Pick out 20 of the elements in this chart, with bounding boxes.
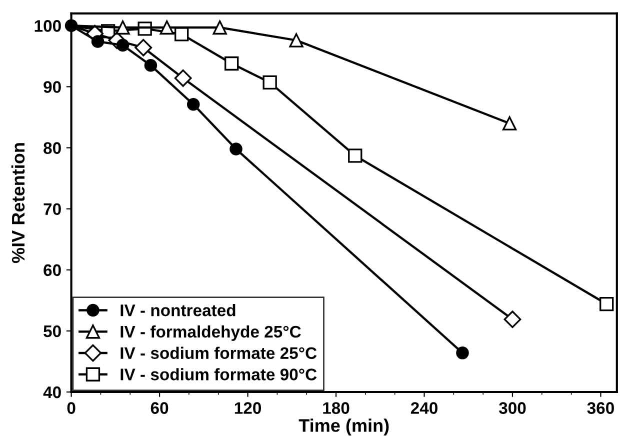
- legend-label: IV - sodium formate 90°C: [120, 368, 317, 380]
- x-tick-label: 0: [67, 402, 76, 414]
- y-tick-label: 80: [44, 142, 61, 154]
- y-tick-label: 60: [44, 264, 61, 276]
- x-tick-label: 300: [498, 402, 526, 414]
- y-tick-label: 100: [34, 20, 61, 32]
- x-tick-label: 360: [587, 402, 614, 414]
- x-tick-label: 180: [323, 402, 350, 414]
- legend-label: IV - formaldehyde 25°C: [120, 325, 301, 341]
- x-tick-label: 60: [150, 402, 168, 414]
- y-axis-title: %IV Retention: [11, 143, 25, 263]
- x-tick-label: 240: [410, 402, 438, 414]
- y-tick-label: 50: [44, 325, 61, 338]
- y-tick-label: 70: [44, 203, 61, 216]
- legend-label: IV - sodium formate 25°C: [120, 346, 317, 360]
- x-tick-label: 120: [234, 402, 261, 414]
- y-tick-label: 90: [44, 81, 61, 93]
- legend-label: IV - nontreated: [120, 304, 236, 316]
- y-tick-label: 40: [43, 386, 61, 398]
- x-axis-title: Time (min): [298, 418, 389, 436]
